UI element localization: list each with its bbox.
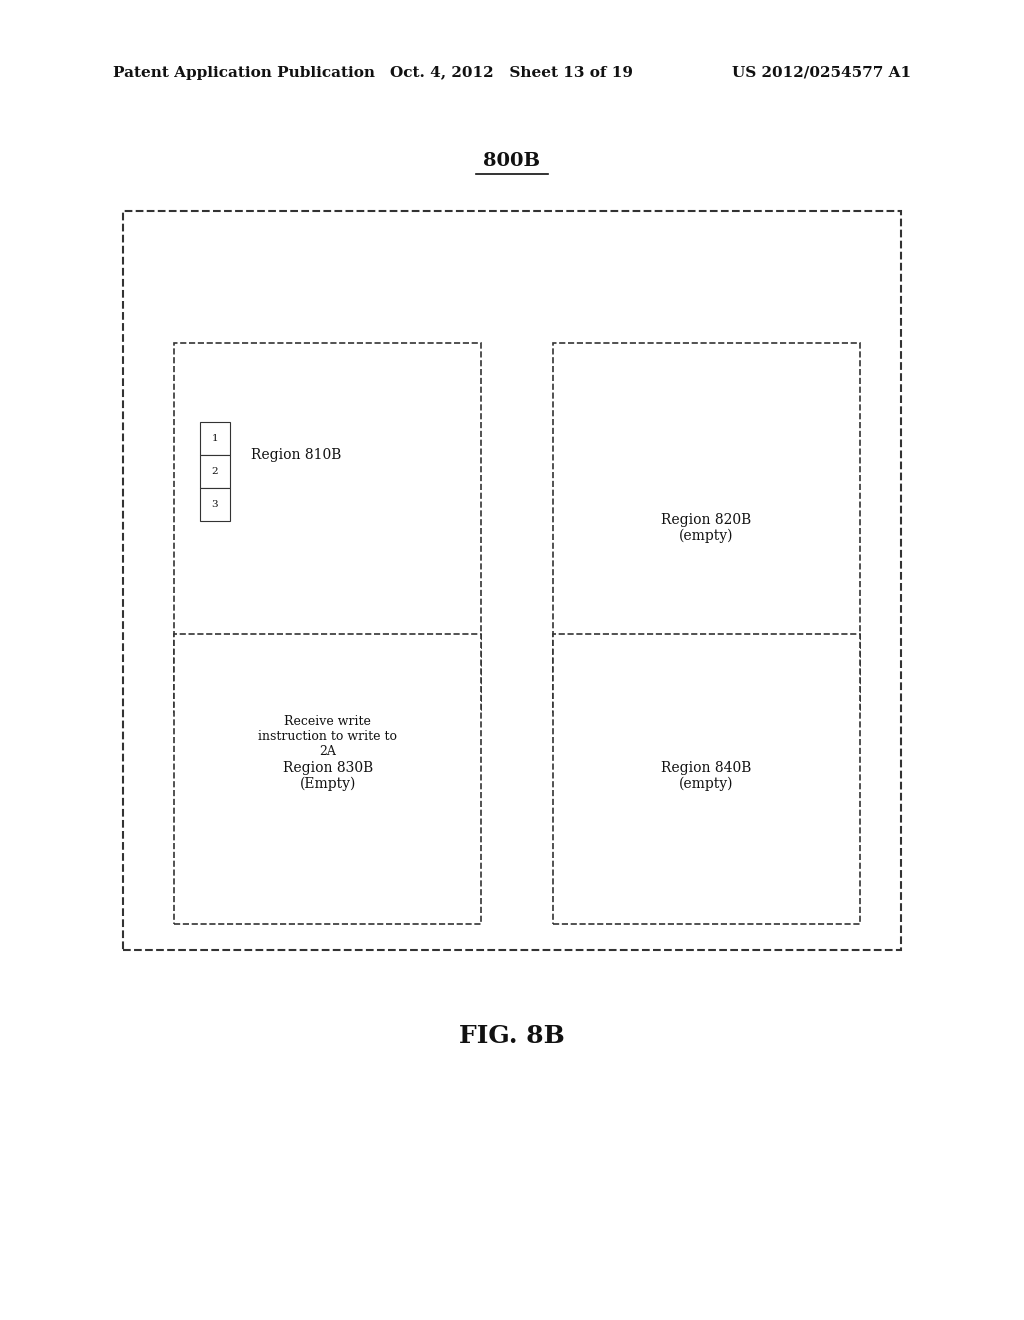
Text: Region 820B
(empty): Region 820B (empty) <box>662 512 752 544</box>
Text: 2: 2 <box>212 467 218 477</box>
Text: 800B: 800B <box>483 152 541 170</box>
Bar <box>174 343 481 713</box>
Text: Region 840B
(empty): Region 840B (empty) <box>662 760 752 792</box>
Text: 3: 3 <box>212 500 218 510</box>
Text: US 2012/0254577 A1: US 2012/0254577 A1 <box>732 66 911 79</box>
Bar <box>200 488 230 521</box>
Text: 1: 1 <box>212 434 218 444</box>
Bar <box>200 422 230 455</box>
Bar <box>174 634 481 924</box>
Text: Region 830B
(Empty): Region 830B (Empty) <box>283 760 373 792</box>
Text: Oct. 4, 2012   Sheet 13 of 19: Oct. 4, 2012 Sheet 13 of 19 <box>390 66 634 79</box>
Bar <box>553 343 860 713</box>
Bar <box>200 455 230 488</box>
Text: FIG. 8B: FIG. 8B <box>459 1024 565 1048</box>
Text: Receive write
instruction to write to
2A: Receive write instruction to write to 2A <box>258 715 397 759</box>
Bar <box>123 211 901 950</box>
Text: Patent Application Publication: Patent Application Publication <box>113 66 375 79</box>
Text: Region 810B: Region 810B <box>251 449 341 462</box>
Bar <box>553 634 860 924</box>
